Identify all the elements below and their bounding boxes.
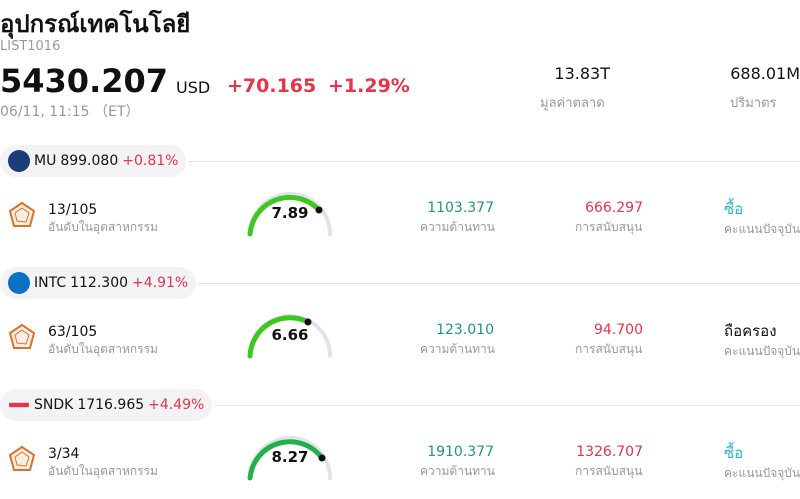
stock-price: 899.080: [60, 153, 119, 169]
stock-change: +4.49%: [148, 397, 205, 413]
resistance: 1103.377: [427, 200, 494, 216]
ticker: MU: [34, 153, 57, 169]
stat-value: 13.83T: [554, 64, 610, 83]
stat-value: 688.01M: [730, 64, 800, 83]
score: 6.66: [271, 326, 309, 344]
time: 06/11, 11:15 （ET）: [0, 104, 140, 120]
divider: [198, 283, 800, 284]
rating: ซื้อ: [724, 200, 744, 218]
stock-pill[interactable]: INTC 112.300 +4.91%: [0, 267, 197, 299]
code: LIST1016: [0, 39, 61, 54]
rank-label: อันดับในอุตสาหกรรม: [48, 342, 158, 356]
divider: [188, 161, 800, 162]
rating: ซื้อ: [724, 444, 744, 462]
score: 7.89: [271, 204, 309, 222]
rating-label: คะแนนปัจจุบัน: [724, 466, 800, 480]
logo: [8, 272, 30, 294]
title: อุปกรณ์เทคโนโลยี: [0, 10, 191, 38]
stat-label: มูลค่าตลาด: [540, 96, 605, 111]
rank: 3/34: [48, 446, 80, 462]
rank-label: อันดับในอุตสาหกรรม: [48, 220, 158, 234]
stock-change: +4.91%: [132, 275, 189, 291]
currency: USD: [176, 78, 211, 97]
stock-pill[interactable]: MU 899.080 +0.81%: [0, 145, 187, 177]
rank: 13/105: [48, 202, 98, 218]
support: 1326.707: [576, 444, 643, 460]
resistance-label: ความต้านทาน: [420, 220, 495, 234]
resistance-label: ความต้านทาน: [420, 342, 495, 356]
change-pct: +1.29%: [328, 75, 410, 97]
logo: [8, 150, 30, 172]
rating-label: คะแนนปัจจุบัน: [724, 344, 800, 358]
support: 94.700: [594, 322, 643, 338]
stock-price: 1716.965: [77, 397, 145, 413]
rating: ถือครอง: [724, 322, 777, 340]
rank-label: อันดับในอุตสาหกรรม: [48, 464, 158, 478]
rank: 63/105: [48, 324, 98, 340]
stock-change: +0.81%: [122, 153, 179, 169]
rank-icon: [8, 201, 36, 227]
logo: [9, 402, 29, 408]
resistance: 123.010: [436, 322, 494, 338]
support-label: การสนับสนุน: [575, 220, 643, 234]
resistance-label: ความต้านทาน: [420, 464, 495, 478]
score: 8.27: [271, 448, 309, 466]
ticker: INTC: [34, 275, 67, 291]
support-label: การสนับสนุน: [575, 342, 643, 356]
change: +70.165: [227, 75, 317, 97]
price: 5430.207: [0, 62, 169, 100]
stat-label: ปริมาตร: [730, 96, 777, 111]
resistance: 1910.377: [427, 444, 494, 460]
stock-price: 112.300: [70, 275, 129, 291]
divider: [214, 405, 800, 406]
stock-pill[interactable]: SNDK 1716.965 +4.49%: [0, 389, 213, 421]
ticker: SNDK: [34, 397, 74, 413]
rank-icon: [8, 323, 36, 349]
rating-label: คะแนนปัจจุบัน: [724, 222, 800, 236]
support-label: การสนับสนุน: [575, 464, 643, 478]
support: 666.297: [585, 200, 643, 216]
rank-icon: [8, 445, 36, 471]
